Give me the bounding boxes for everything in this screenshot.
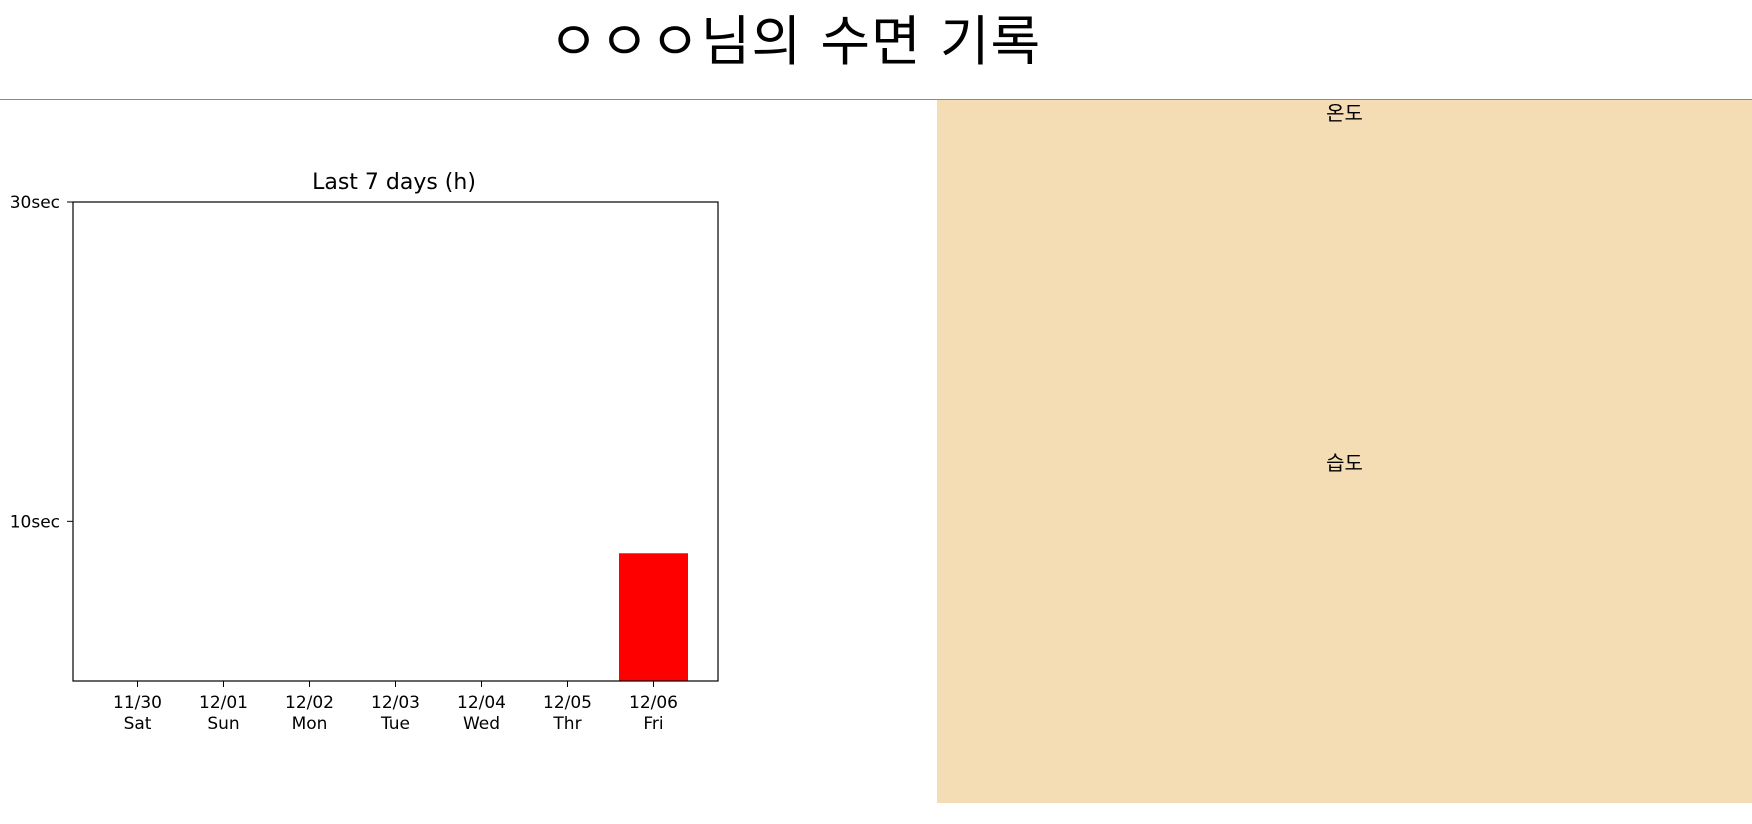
humidity-label: 습도: [1326, 451, 1363, 475]
temperature-label: 온도: [1326, 101, 1363, 125]
x-tick-date-label: 12/01: [199, 693, 248, 713]
x-tick-date-label: 12/02: [285, 693, 334, 713]
sleep-chart-panel: Last 7 days (h) 10sec 30sec 11/30 Sat 12/01…: [0, 100, 937, 803]
sensor-panel: 온도 습도: [937, 100, 1752, 803]
x-tick-day-label: Mon: [292, 714, 328, 734]
y-tick-label: 30sec: [10, 193, 60, 213]
x-tick-date-label: 11/30: [113, 693, 162, 713]
x-tick-day-label: Fri: [643, 714, 663, 734]
x-tick-date-label: 12/04: [457, 693, 506, 713]
y-tick-label: 10sec: [10, 512, 60, 532]
bars-layer: [619, 553, 688, 681]
page-title: ㅇㅇㅇ님의 수면 기록: [548, 10, 1042, 73]
x-tick-day-label: Sat: [124, 714, 152, 734]
x-tick-date-label: 12/03: [371, 693, 420, 713]
bar-12-06: [619, 553, 688, 681]
header: ㅇㅇㅇ님의 수면 기록: [0, 0, 1752, 100]
x-tick-day-label: Wed: [463, 714, 500, 734]
x-tick-day-label: Tue: [380, 714, 410, 734]
x-tick-day-label: Sun: [207, 714, 239, 734]
chart-title: Last 7 days (h): [312, 170, 476, 195]
x-tick-day-label: Thr: [552, 714, 581, 734]
x-tick-date-label: 12/06: [629, 693, 678, 713]
x-tick-date-label: 12/05: [543, 693, 592, 713]
y-axis: 10sec 30sec: [10, 193, 73, 532]
